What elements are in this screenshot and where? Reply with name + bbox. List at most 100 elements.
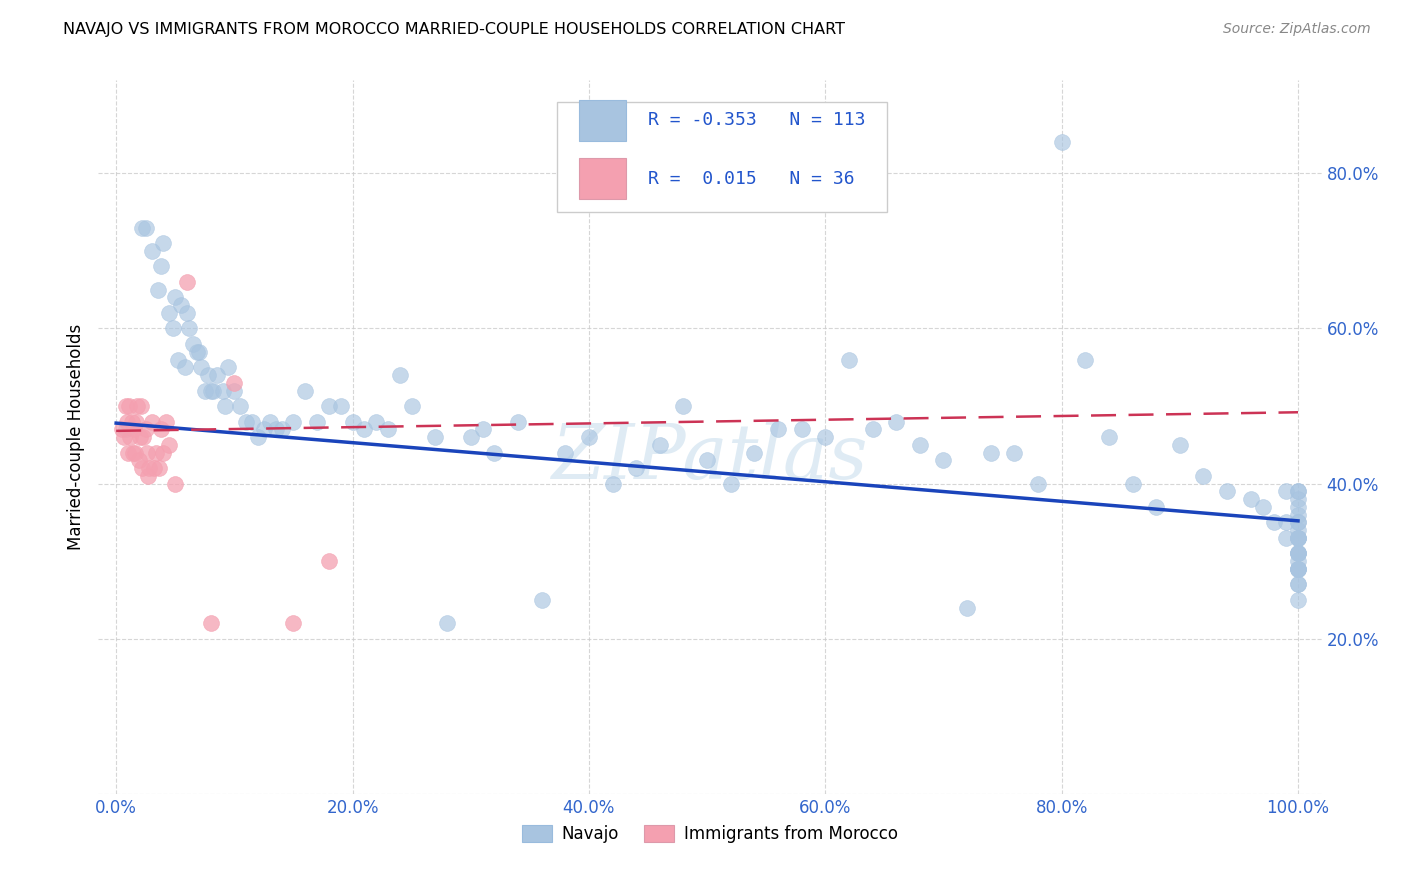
Point — [353, 422, 375, 436]
Point — [148, 461, 170, 475]
Point — [253, 422, 276, 436]
Point — [145, 445, 167, 459]
Point — [1263, 516, 1285, 530]
Point — [187, 344, 209, 359]
Point — [377, 422, 399, 436]
Point — [1251, 500, 1274, 514]
Point — [150, 260, 173, 274]
Text: NAVAJO VS IMMIGRANTS FROM MOROCCO MARRIED-COUPLE HOUSEHOLDS CORRELATION CHART: NAVAJO VS IMMIGRANTS FROM MOROCCO MARRIE… — [63, 22, 845, 37]
Point — [980, 445, 1002, 459]
Point — [329, 399, 352, 413]
Point — [1286, 546, 1309, 560]
Point — [127, 399, 149, 413]
Point — [1286, 508, 1309, 522]
Point — [318, 554, 340, 568]
Point — [401, 399, 423, 413]
Point — [165, 476, 187, 491]
Point — [460, 430, 482, 444]
Point — [1286, 484, 1309, 499]
Point — [1286, 577, 1309, 591]
Point — [115, 415, 138, 429]
Point — [165, 290, 187, 304]
Point — [224, 376, 246, 390]
Point — [1286, 531, 1309, 545]
Point — [128, 453, 150, 467]
Point — [240, 415, 263, 429]
Point — [1286, 531, 1309, 545]
Point — [1286, 546, 1309, 560]
Point — [436, 616, 458, 631]
Point — [1026, 476, 1049, 491]
Point — [131, 220, 153, 235]
Point — [1286, 484, 1309, 499]
Point — [155, 415, 177, 429]
Point — [1286, 562, 1309, 576]
Point — [211, 384, 233, 398]
Point — [342, 415, 364, 429]
Point — [162, 321, 184, 335]
Point — [135, 220, 157, 235]
Point — [1286, 531, 1309, 545]
Point — [1286, 516, 1309, 530]
Legend: Navajo, Immigrants from Morocco: Navajo, Immigrants from Morocco — [515, 818, 905, 850]
Point — [235, 415, 257, 429]
Point — [283, 415, 305, 429]
Text: Source: ZipAtlas.com: Source: ZipAtlas.com — [1223, 22, 1371, 37]
Point — [114, 399, 136, 413]
Point — [246, 430, 269, 444]
Point — [1286, 546, 1309, 560]
Point — [1216, 484, 1239, 499]
Point — [125, 415, 148, 429]
Point — [884, 415, 907, 429]
Point — [838, 352, 860, 367]
Point — [506, 415, 529, 429]
Point — [176, 306, 198, 320]
FancyBboxPatch shape — [557, 102, 887, 212]
Point — [118, 399, 141, 413]
Point — [294, 384, 316, 398]
Point — [1286, 562, 1309, 576]
Point — [150, 422, 173, 436]
Point — [128, 430, 150, 444]
Point — [1002, 445, 1025, 459]
Point — [1286, 593, 1309, 607]
Point — [270, 422, 292, 436]
Point — [1286, 577, 1309, 591]
Text: R =  0.015   N = 36: R = 0.015 N = 36 — [648, 169, 855, 187]
Point — [366, 415, 388, 429]
Point — [283, 616, 305, 631]
Point — [744, 445, 766, 459]
Point — [121, 415, 143, 429]
Point — [217, 360, 239, 375]
Point — [112, 430, 135, 444]
Point — [214, 399, 236, 413]
Point — [1275, 516, 1298, 530]
Point — [1286, 562, 1309, 576]
Point — [578, 430, 600, 444]
Point — [790, 422, 813, 436]
Point — [179, 321, 201, 335]
Point — [388, 368, 411, 382]
Point — [554, 445, 576, 459]
Point — [602, 476, 624, 491]
Point — [1122, 476, 1144, 491]
FancyBboxPatch shape — [579, 158, 626, 200]
Point — [624, 461, 647, 475]
Point — [173, 360, 195, 375]
Point — [205, 368, 228, 382]
Point — [1286, 516, 1309, 530]
Point — [132, 430, 155, 444]
Point — [484, 445, 506, 459]
Point — [1275, 484, 1298, 499]
Point — [648, 438, 671, 452]
Point — [1240, 492, 1263, 507]
Point — [170, 298, 193, 312]
Point — [425, 430, 447, 444]
Point — [1098, 430, 1121, 444]
Point — [530, 593, 553, 607]
Point — [202, 384, 225, 398]
Point — [166, 352, 188, 367]
Point — [1286, 562, 1309, 576]
Point — [224, 384, 246, 398]
Point — [200, 384, 222, 398]
